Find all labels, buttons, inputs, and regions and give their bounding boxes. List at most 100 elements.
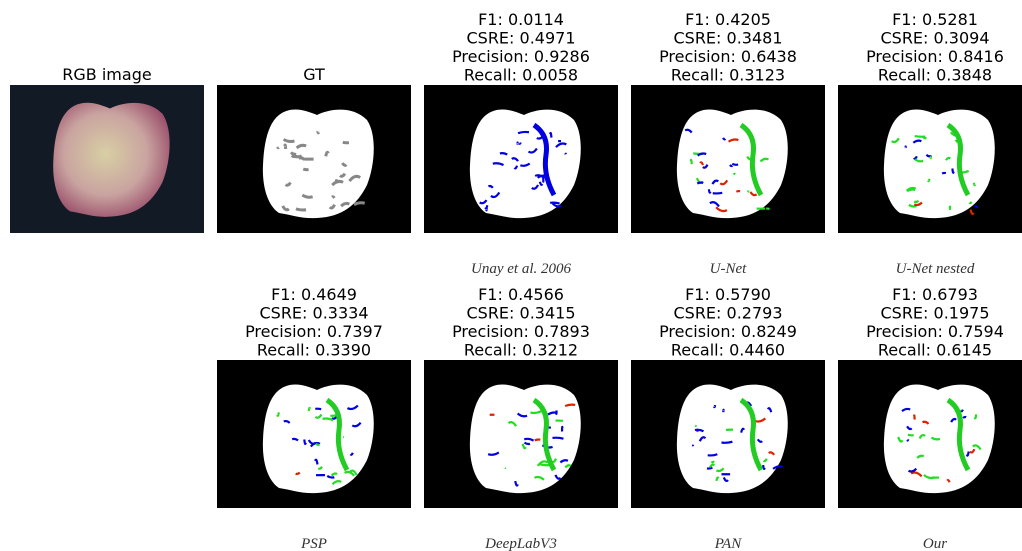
vein [295, 471, 301, 476]
caption: Unay et al. 2006 [471, 261, 571, 277]
vein [921, 420, 930, 425]
vein [729, 164, 734, 168]
vein [527, 147, 538, 154]
vein [694, 428, 705, 433]
vein [326, 475, 335, 479]
vein [507, 421, 517, 427]
vein [756, 438, 763, 443]
vein [564, 464, 572, 469]
vein [914, 135, 926, 138]
vein [487, 451, 500, 456]
vein [348, 174, 362, 182]
vein [295, 143, 307, 150]
image-panel [217, 360, 411, 508]
vein [552, 436, 564, 440]
vein [281, 205, 290, 212]
vein [549, 131, 553, 138]
caption: DeepLabV3 [484, 536, 557, 551]
vein [549, 201, 560, 205]
image-panel [424, 360, 618, 508]
vein [346, 404, 359, 411]
vein [564, 403, 576, 408]
vein [353, 201, 366, 207]
metric-line: Recall: 0.4460 [671, 341, 785, 360]
image-panel [838, 360, 1022, 508]
vein [696, 181, 704, 185]
vein [740, 427, 746, 433]
vein [941, 171, 947, 175]
metric-line: F1: 0.5790 [685, 285, 771, 304]
metric-line: Recall: 0.3212 [464, 341, 578, 360]
vein [762, 464, 766, 471]
vein [301, 193, 314, 199]
vein [727, 138, 739, 143]
vein [536, 460, 549, 467]
vein [523, 437, 535, 442]
vein [901, 407, 911, 412]
vein [950, 417, 957, 423]
vein [973, 205, 979, 209]
vein [523, 441, 531, 446]
vein [706, 466, 713, 470]
vein [910, 471, 923, 478]
vein [913, 200, 920, 203]
caption: PSP [300, 536, 327, 551]
image-panel [10, 85, 204, 233]
vein [969, 448, 976, 454]
vein [351, 422, 362, 428]
vein [538, 181, 544, 186]
metric-line: F1: 0.5281 [892, 10, 978, 29]
vein [927, 178, 931, 183]
vein [951, 168, 955, 174]
panel-label: RGB image [62, 65, 151, 84]
vein [551, 202, 562, 208]
metric-line: Precision: 0.7397 [245, 322, 383, 341]
vein [324, 150, 330, 157]
vein [499, 152, 508, 156]
metric-line: Precision: 0.8416 [866, 47, 1004, 66]
vein [547, 411, 558, 416]
vein [732, 172, 736, 176]
vein [328, 203, 336, 210]
vein [913, 414, 916, 420]
vein [960, 409, 964, 413]
vein [283, 143, 288, 150]
vein [946, 479, 951, 483]
vein [962, 415, 967, 419]
vein [749, 191, 758, 197]
metric-line: Precision: 0.7594 [866, 322, 1004, 341]
metric-line: F1: 0.0114 [478, 10, 564, 29]
vein [554, 474, 562, 480]
image-panel [424, 85, 618, 233]
metric-line: Precision: 0.7893 [452, 322, 590, 341]
vein [969, 209, 975, 215]
vein [307, 439, 316, 445]
metric-line: Recall: 0.6145 [878, 341, 992, 360]
vein [709, 463, 716, 468]
vein [298, 156, 306, 161]
vein [908, 203, 917, 208]
vein [284, 181, 292, 187]
metric-line: F1: 0.4649 [271, 285, 357, 304]
vein [699, 161, 705, 166]
vein [516, 412, 528, 418]
vein [492, 162, 505, 167]
vein [946, 397, 971, 472]
caption: U-Net nested [896, 261, 975, 277]
vein [559, 459, 569, 464]
vein [972, 182, 977, 187]
vein [532, 122, 557, 197]
vein [702, 164, 709, 169]
vein [316, 130, 321, 135]
vein [314, 458, 319, 465]
metric-line: Precision: 0.6438 [659, 47, 797, 66]
vein [766, 407, 773, 413]
vein [317, 466, 323, 470]
vein [697, 152, 707, 157]
panel-label: GT [303, 65, 325, 84]
vein [930, 476, 940, 480]
vein [539, 463, 550, 467]
vein [945, 156, 952, 161]
vein [930, 436, 941, 441]
vein [891, 137, 900, 144]
